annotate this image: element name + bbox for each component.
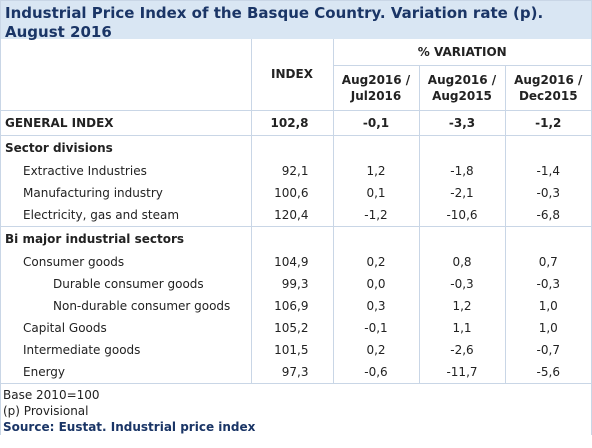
- row-v3: -5,6: [504, 361, 592, 383]
- table-row: Electricity, gas and steam 120,4 -1,2 -1…: [1, 204, 592, 227]
- row-label: Consumer goods: [23, 255, 125, 269]
- general-index-row: GENERAL INDEX 102,8 -0,1 -3,3 -1,2: [1, 110, 592, 136]
- general-index-value: 102,8: [250, 110, 333, 136]
- header-index-spacer: [250, 39, 333, 66]
- header-row-top: % VARIATION: [1, 39, 592, 66]
- header-col1: Aug2016 /Jul2016: [332, 65, 419, 111]
- row-v1: 0,0: [332, 273, 419, 295]
- row-v2: 1,2: [418, 295, 505, 317]
- table-row: Capital Goods 105,2 -0,1 1,1 1,0: [1, 317, 592, 339]
- price-index-table: % VARIATION INDEX Aug2016 /Jul2016 Aug20…: [1, 39, 592, 383]
- table-row: Consumer goods 104,9 0,2 0,8 0,7: [1, 251, 592, 273]
- row-v3: -6,8: [504, 204, 592, 227]
- base-note: Base 2010=100: [3, 388, 100, 402]
- table-row: Extractive Industries 92,1 1,2 -1,8 -1,4: [1, 160, 592, 182]
- section-title: Sector divisions: [1, 135, 251, 160]
- header-variation: % VARIATION: [332, 39, 592, 66]
- row-v3: -0,3: [504, 273, 592, 295]
- section-header-row: Bi major industrial sectors: [1, 226, 592, 251]
- row-index: 97,3: [250, 361, 333, 383]
- row-label: Intermediate goods: [23, 343, 141, 357]
- row-index: 105,2: [250, 317, 333, 339]
- provisional-note: (p) Provisional: [3, 404, 89, 418]
- table-row: Durable consumer goods 99,3 0,0 -0,3 -0,…: [1, 273, 592, 295]
- row-v1: -0,1: [332, 317, 419, 339]
- general-index-v3: -1,2: [504, 110, 592, 136]
- header-index: INDEX: [250, 65, 333, 111]
- table-container: Industrial Price Index of the Basque Cou…: [0, 0, 592, 435]
- row-v2: -0,3: [418, 273, 505, 295]
- row-v2: -2,1: [418, 182, 505, 204]
- table-row: Manufacturing industry 100,6 0,1 -2,1 -0…: [1, 182, 592, 204]
- row-label: Electricity, gas and steam: [23, 208, 180, 222]
- general-index-v2: -3,3: [418, 110, 505, 136]
- table-row: Energy 97,3 -0,6 -11,7 -5,6: [1, 361, 592, 383]
- row-label: Durable consumer goods: [53, 277, 204, 291]
- row-v3: -0,7: [504, 339, 592, 361]
- row-v1: 0,2: [332, 251, 419, 273]
- row-v2: -1,8: [418, 160, 505, 182]
- row-label: Extractive Industries: [23, 164, 147, 178]
- table-footer: Base 2010=100 (p) Provisional Source: Eu…: [1, 383, 591, 435]
- row-index: 106,9: [250, 295, 333, 317]
- section-title: Bi major industrial sectors: [1, 226, 251, 251]
- general-index-label: GENERAL INDEX: [1, 110, 251, 136]
- row-v3: -1,4: [504, 160, 592, 182]
- row-label: Manufacturing industry: [23, 186, 163, 200]
- row-index: 120,4: [250, 204, 333, 227]
- row-index: 92,1: [250, 160, 333, 182]
- table-row: Non-durable consumer goods 106,9 0,3 1,2…: [1, 295, 592, 317]
- row-v1: 1,2: [332, 160, 419, 182]
- header-row-sub: INDEX Aug2016 /Jul2016 Aug2016 /Aug2015 …: [1, 65, 592, 111]
- section-header-row: Sector divisions: [1, 135, 592, 160]
- row-v1: -0,6: [332, 361, 419, 383]
- row-label: Energy: [23, 365, 66, 379]
- row-v1: 0,2: [332, 339, 419, 361]
- row-label: Non-durable consumer goods: [53, 299, 231, 313]
- source-note: Source: Eustat. Industrial price index: [3, 420, 256, 434]
- row-v2: 0,8: [418, 251, 505, 273]
- row-index: 101,5: [250, 339, 333, 361]
- row-index: 99,3: [250, 273, 333, 295]
- row-v3: 1,0: [504, 317, 592, 339]
- general-index-v1: -0,1: [332, 110, 419, 136]
- row-label: Capital Goods: [23, 321, 107, 335]
- header-label-empty: [1, 66, 251, 111]
- row-v3: -0,3: [504, 182, 592, 204]
- header-empty: [1, 39, 251, 66]
- row-v2: 1,1: [418, 317, 505, 339]
- row-v1: -1,2: [332, 204, 419, 227]
- row-v2: -10,6: [418, 204, 505, 227]
- table-row: Intermediate goods 101,5 0,2 -2,6 -0,7: [1, 339, 592, 361]
- table-title: Industrial Price Index of the Basque Cou…: [1, 1, 591, 41]
- row-index: 100,6: [250, 182, 333, 204]
- row-v3: 0,7: [504, 251, 592, 273]
- row-v1: 0,3: [332, 295, 419, 317]
- row-v2: -2,6: [418, 339, 505, 361]
- row-index: 104,9: [250, 251, 333, 273]
- header-col3: Aug2016 /Dec2015: [504, 65, 592, 111]
- header-col2: Aug2016 /Aug2015: [418, 65, 505, 111]
- row-v3: 1,0: [504, 295, 592, 317]
- row-v2: -11,7: [418, 361, 505, 383]
- row-v1: 0,1: [332, 182, 419, 204]
